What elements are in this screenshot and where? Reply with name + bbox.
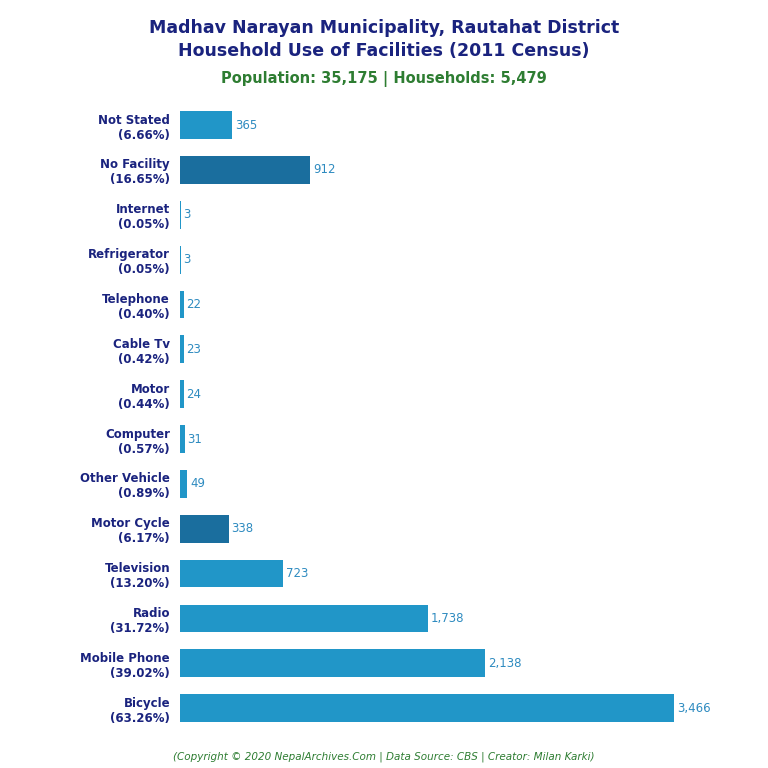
- Bar: [180, 515, 229, 543]
- Bar: [180, 470, 187, 498]
- Text: 31: 31: [187, 432, 202, 445]
- Text: 24: 24: [187, 388, 201, 401]
- Text: 2,138: 2,138: [488, 657, 521, 670]
- Text: 912: 912: [313, 164, 336, 177]
- Text: 3,466: 3,466: [677, 702, 710, 715]
- Text: 23: 23: [187, 343, 201, 356]
- Bar: [180, 380, 184, 408]
- Text: 365: 365: [235, 118, 257, 131]
- Text: 22: 22: [186, 298, 201, 311]
- Bar: [180, 111, 233, 139]
- Bar: [180, 560, 283, 588]
- Bar: [180, 156, 310, 184]
- Text: Household Use of Facilities (2011 Census): Household Use of Facilities (2011 Census…: [178, 42, 590, 60]
- Bar: [180, 290, 184, 319]
- Text: 1,738: 1,738: [431, 612, 464, 625]
- Text: (Copyright © 2020 NepalArchives.Com | Data Source: CBS | Creator: Milan Karki): (Copyright © 2020 NepalArchives.Com | Da…: [174, 751, 594, 762]
- Text: 723: 723: [286, 567, 309, 580]
- Text: 338: 338: [231, 522, 253, 535]
- Bar: [180, 694, 674, 722]
- Bar: [180, 650, 485, 677]
- Text: 49: 49: [190, 478, 205, 491]
- Text: 3: 3: [184, 208, 190, 221]
- Text: 3: 3: [184, 253, 190, 266]
- Bar: [180, 425, 185, 453]
- Text: Madhav Narayan Municipality, Rautahat District: Madhav Narayan Municipality, Rautahat Di…: [149, 19, 619, 37]
- Bar: [180, 336, 184, 363]
- Bar: [180, 604, 428, 632]
- Text: Population: 35,175 | Households: 5,479: Population: 35,175 | Households: 5,479: [221, 71, 547, 87]
